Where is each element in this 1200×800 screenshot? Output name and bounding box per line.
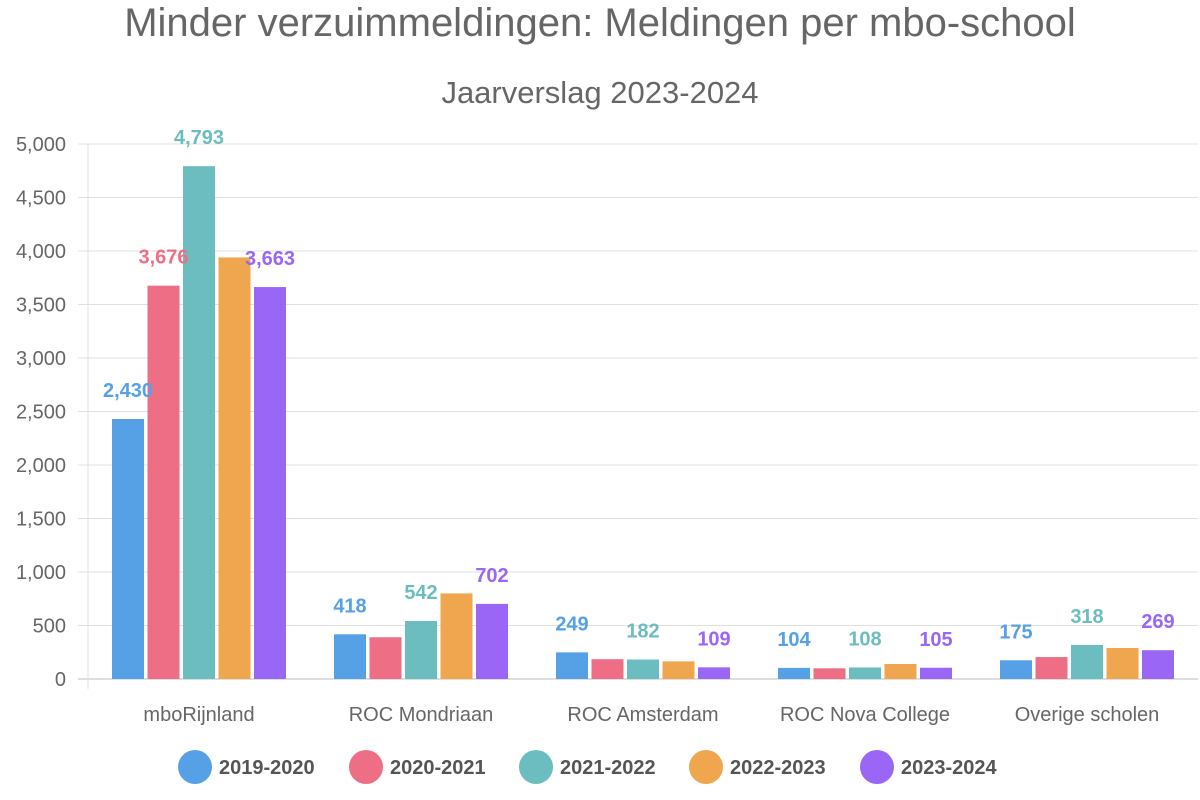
x-axis-categories: mboRijnland ROC Mondriaan ROC Amsterdam ROC… [143, 704, 1159, 726]
x-category-label: mboRijnland [143, 704, 254, 726]
legend-item[interactable]: 2020-2021 [349, 750, 486, 784]
data-label: 2,430 [103, 380, 153, 402]
legend-label: 2020-2021 [390, 757, 486, 779]
legend-label: 2021-2022 [560, 757, 656, 779]
y-tick-label: 1,000 [16, 562, 66, 584]
chart-subtitle: Jaarverslag 2023-2024 [441, 75, 758, 110]
data-label: 105 [919, 629, 952, 651]
legend-swatch [178, 750, 212, 784]
bar [778, 667, 810, 679]
x-category-label: ROC Nova College [780, 704, 950, 726]
data-label: 418 [333, 595, 366, 617]
chart-title: Minder verzuimmeldingen: Meldingen per m… [124, 1, 1076, 45]
bar [334, 634, 366, 679]
data-label: 318 [1070, 606, 1103, 628]
y-tick-label: 3,000 [16, 348, 66, 370]
bar [369, 637, 402, 679]
legend-swatch [349, 750, 383, 784]
legend-label: 2022-2023 [730, 757, 826, 779]
data-label: 702 [475, 565, 508, 587]
legend-item[interactable]: 2023-2024 [860, 750, 998, 784]
legend-label: 2023-2024 [901, 757, 998, 779]
data-label: 249 [555, 613, 588, 635]
bar [849, 667, 881, 679]
bar [920, 667, 952, 679]
bar [1035, 657, 1068, 679]
data-label: 269 [1141, 611, 1174, 633]
y-tick-label: 3,500 [16, 295, 66, 317]
data-label: 109 [697, 628, 730, 650]
data-label: 3,676 [138, 247, 188, 269]
bar [112, 418, 144, 679]
bar [476, 603, 508, 679]
y-tick-label: 1,500 [16, 509, 66, 531]
bar [218, 257, 251, 679]
data-label: 104 [777, 629, 811, 651]
bar [1106, 647, 1139, 679]
bar [1142, 650, 1174, 679]
bar-series [112, 166, 1174, 680]
bar [254, 287, 286, 679]
legend-item[interactable]: 2021-2022 [519, 750, 656, 784]
legend-swatch [689, 750, 723, 784]
legend: 2019-2020 2020-2021 2021-2022 2022-2023 2023… [178, 750, 998, 784]
y-tick-label: 2,500 [16, 402, 66, 424]
data-labels: 2,430 3,676 4,793 3,663 418 542 702 249 182 109 10… [103, 127, 1175, 651]
y-tick-label: 500 [33, 616, 66, 638]
data-label: 4,793 [174, 127, 224, 149]
data-label: 108 [848, 628, 881, 650]
y-tick-label: 2,000 [16, 455, 66, 477]
bar [662, 661, 695, 679]
bar [813, 668, 846, 679]
bar [440, 593, 473, 679]
legend-swatch [519, 750, 553, 784]
bar [405, 621, 437, 679]
bar [556, 652, 588, 679]
bar [1071, 644, 1103, 679]
legend-item[interactable]: 2022-2023 [689, 750, 826, 784]
bar [698, 667, 730, 679]
bar [627, 659, 659, 679]
legend-label: 2019-2020 [219, 757, 315, 779]
x-category-label: ROC Amsterdam [567, 704, 718, 726]
bar [183, 166, 215, 680]
x-category-label: ROC Mondriaan [349, 704, 494, 726]
data-label: 542 [404, 582, 437, 604]
y-tick-label: 0 [55, 669, 66, 691]
bar [884, 664, 917, 679]
data-label: 175 [999, 621, 1032, 643]
legend-swatch [860, 750, 894, 784]
y-tick-label: 4,000 [16, 241, 66, 263]
x-category-label: Overige scholen [1015, 704, 1160, 726]
bar [1000, 660, 1032, 679]
bar [591, 659, 624, 679]
y-tick-label: 4,500 [16, 188, 66, 210]
y-tick-label: 5,000 [16, 134, 66, 156]
y-axis-ticks: 0 500 1,000 1,500 2,000 2,500 3,000 3,500 4,000 4… [16, 134, 66, 691]
bar [147, 285, 180, 679]
legend-item[interactable]: 2019-2020 [178, 750, 315, 784]
data-label: 182 [626, 621, 659, 643]
data-label: 3,663 [245, 248, 295, 270]
